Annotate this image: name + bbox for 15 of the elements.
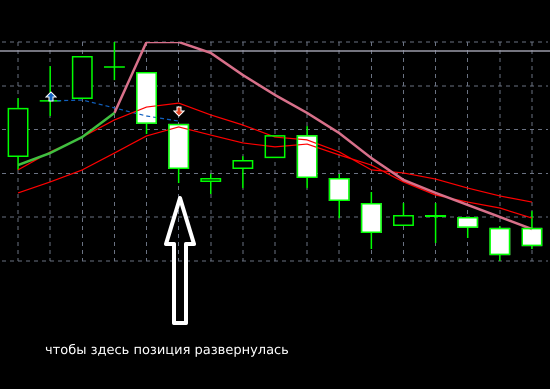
candlestick — [200, 173, 222, 195]
candlestick — [136, 72, 157, 135]
candlestick — [296, 125, 318, 189]
candlestick — [425, 202, 446, 244]
candlestick — [522, 210, 542, 250]
candlestick — [38, 65, 62, 117]
candlestick — [457, 216, 478, 239]
candlestick — [232, 155, 254, 189]
text: чтобы здесь позиция развернулась — [45, 343, 289, 358]
candlestick — [393, 202, 414, 226]
candlestick — [168, 124, 190, 184]
candlestick — [328, 173, 350, 219]
candlestick — [360, 191, 382, 250]
candlestick — [103, 41, 126, 81]
candlestick — [489, 225, 510, 262]
